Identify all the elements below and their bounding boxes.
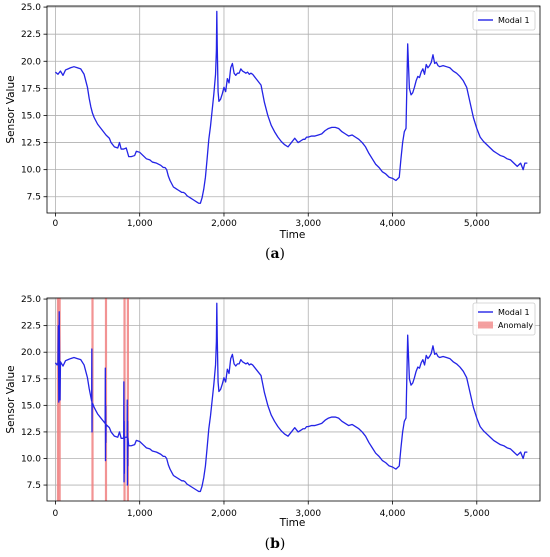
- x-tick-label: 4,000: [380, 509, 406, 519]
- x-tick-label: 1,000: [127, 509, 153, 519]
- x-tick-label: 0: [53, 509, 59, 519]
- plot-frame: [46, 5, 541, 214]
- x-axis-label: Time: [279, 229, 306, 241]
- chart-panel-a: 0 1,000 2,000 3,000 4,000 5,000 7.5 10.0 12.5 15.…: [5, 3, 541, 241]
- legend-box: [472, 10, 536, 31]
- y-tick-label: 15.0: [21, 111, 41, 121]
- x-tick-label: 3,000: [295, 509, 321, 519]
- legend: Modal 1: [472, 10, 536, 31]
- y-tick-label: 7.5: [27, 193, 41, 203]
- y-tick-label: 10.0: [21, 454, 41, 464]
- panel-caption-b: (b): [264, 536, 286, 552]
- y-tick-label: 15.0: [21, 401, 41, 411]
- y-tick-label: 20.0: [21, 348, 41, 358]
- x-tick-label: 3,000: [295, 219, 321, 229]
- x-tick-label: 1,000: [127, 219, 153, 229]
- y-tick-label: 20.0: [21, 57, 41, 67]
- y-tick-label: 17.5: [21, 84, 41, 94]
- chart-panel-b: 0 1,000 2,000 3,000 4,000 5,000 7.5 10.0 12.5 15.…: [5, 295, 541, 529]
- legend-label: Modal 1: [498, 16, 530, 25]
- y-tick-label: 10.0: [21, 166, 41, 176]
- legend-label: Modal 1: [498, 308, 530, 317]
- x-tick-label: 0: [53, 219, 59, 229]
- legend: Modal 1 Anomaly: [472, 302, 536, 336]
- panel-caption-a-label: a: [270, 246, 280, 262]
- y-tick-label: 22.5: [21, 322, 41, 332]
- x-tick-label: 2,000: [211, 509, 237, 519]
- x-tick-label: 2,000: [211, 219, 237, 229]
- series-line-modal-1: [54, 302, 528, 493]
- y-tick-label: 7.5: [27, 481, 41, 491]
- y-axis-label: Sensor Value: [5, 365, 17, 433]
- y-tick-label: 17.5: [21, 375, 41, 385]
- x-tick-label: 4,000: [380, 219, 406, 229]
- panel-caption-a: (a): [264, 246, 285, 262]
- x-tick-label: 5,000: [464, 219, 490, 229]
- y-tick-label: 12.5: [21, 428, 41, 438]
- y-tick-label: 25.0: [21, 3, 41, 13]
- x-axis-label: Time: [279, 517, 306, 529]
- y-tick-label: 12.5: [21, 139, 41, 149]
- y-tick-label: 22.5: [21, 30, 41, 40]
- plot-frame: [46, 297, 541, 502]
- y-axis-label: Sensor Value: [5, 75, 17, 143]
- y-tick-label: 25.0: [21, 295, 41, 305]
- legend-label: Anomaly: [498, 321, 533, 330]
- panel-caption-b-label: b: [270, 536, 280, 552]
- legend-swatch-anomaly: [478, 321, 493, 329]
- x-tick-label: 5,000: [464, 509, 490, 519]
- series-line-modal-1: [55, 10, 528, 204]
